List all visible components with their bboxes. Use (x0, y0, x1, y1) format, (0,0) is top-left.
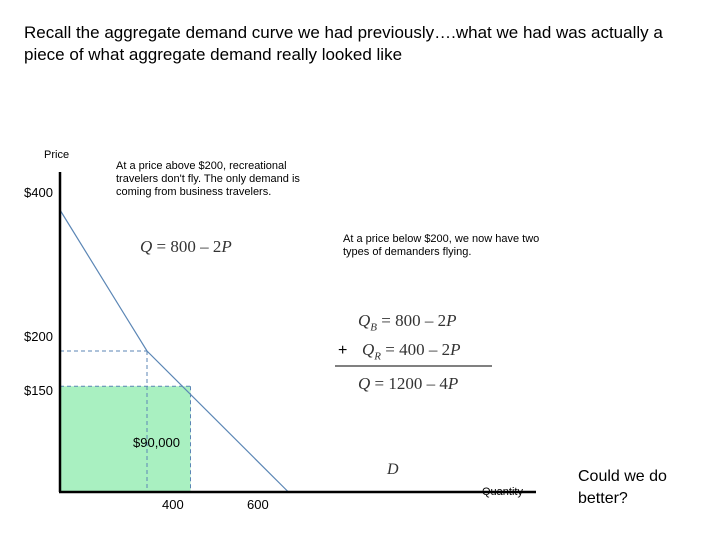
y-tick-200: $200 (24, 329, 53, 344)
business-annotation: At a price above $200, recreational trav… (116, 160, 300, 198)
two-types-annotation: At a price below $200, we now have two t… (343, 233, 540, 258)
demand-curve-label: D (387, 461, 399, 478)
revenue-area (60, 386, 191, 492)
revenue-label: $90,000 (133, 435, 180, 450)
closing-question: Could we do better? (578, 468, 667, 507)
slide-title: Recall the aggregate demand curve we had… (24, 23, 663, 64)
upper-demand-equation: Q = 800 – 2P (140, 237, 232, 256)
total-demand-equation: Q = 1200 – 4P (358, 374, 459, 393)
x-tick-600: 600 (247, 497, 269, 512)
recreational-demand-equation: QR = 400 – 2P (362, 340, 461, 363)
y-axis-label: Price (44, 149, 70, 161)
y-tick-150: $150 (24, 383, 53, 398)
y-tick-400: $400 (24, 185, 53, 200)
business-demand-equation: QB = 800 – 2P (358, 311, 457, 334)
plus-sign: + (338, 342, 348, 359)
x-axis-label: Quantity (482, 486, 523, 498)
demand-curve (59, 209, 289, 493)
x-tick-400: 400 (162, 497, 184, 512)
